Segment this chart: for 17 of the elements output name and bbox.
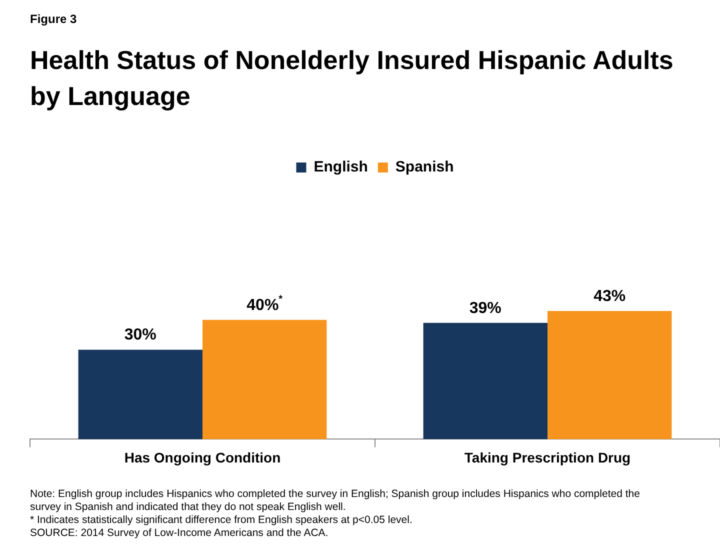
data-label: 40%* (246, 294, 283, 314)
data-label: 43% (594, 288, 626, 305)
bar (423, 322, 548, 440)
bar (202, 320, 327, 440)
text: Note: English group includes Hispanics who completed the survey in English; Spanish group includes Hispanics who completed the survey in Spanish and indicated that they do not speak English well. (30, 488, 641, 514)
x-tick-label: Has Ongoing Condition (124, 449, 281, 466)
legend-label: Spanish (395, 158, 454, 176)
text: * Indicates statistically significant difference from English speakers at p<0.05 level. (30, 514, 414, 527)
legend-label: English (314, 158, 368, 176)
bar (548, 310, 672, 440)
chart-title: Health Status of Nonelderly Insured Hispanic Adults by Language (30, 44, 674, 113)
bar (78, 350, 202, 440)
source-note: SOURCE: 2014 Survey of Low-Income Americans and the ACA. (30, 527, 330, 540)
x-tick-label: Taking Prescription Drug (464, 449, 631, 466)
data-label: 30% (124, 326, 156, 344)
chart-subtitle: Figure 3 (30, 12, 77, 26)
data-label: 39% (469, 300, 502, 317)
